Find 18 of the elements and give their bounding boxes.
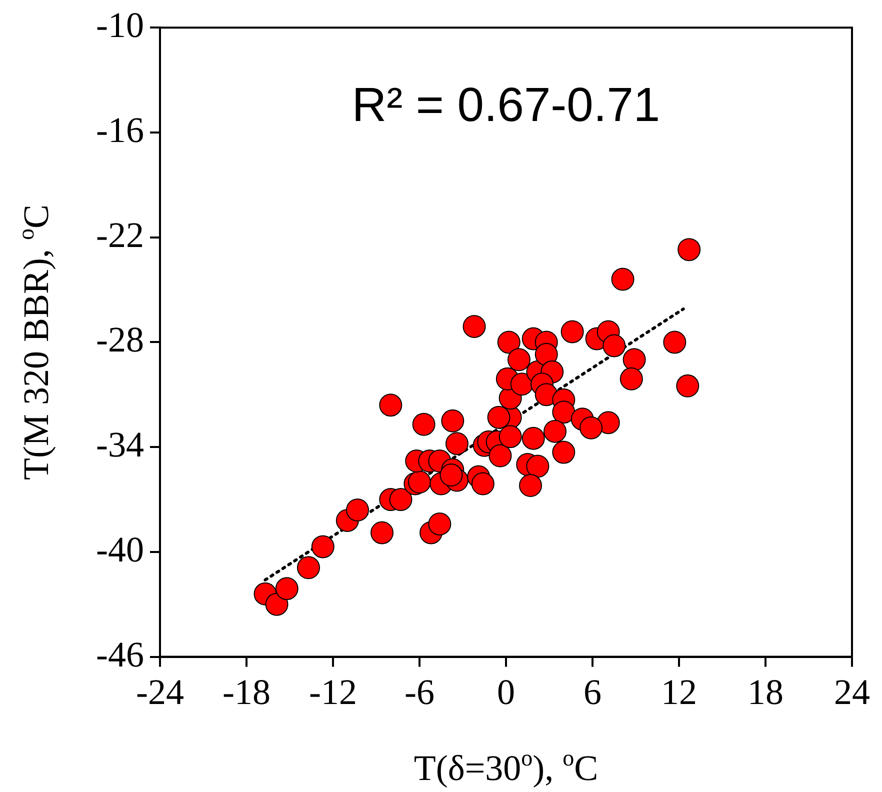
annotation: R² = 0.67-0.71	[352, 78, 660, 132]
y-axis-title: T(M 320 BBR), oC	[14, 204, 56, 480]
y-tick-label: -16	[96, 110, 144, 150]
x-tick-label: -18	[222, 672, 270, 712]
x-tick-label: 18	[748, 672, 784, 712]
x-tick-label: -24	[136, 672, 184, 712]
y-tick-label: -22	[96, 214, 144, 255]
x-tick-label: 12	[660, 672, 697, 712]
x-tick-label: 0	[496, 672, 515, 712]
y-tick-label: -28	[96, 320, 144, 360]
y-tick-label: -46	[96, 634, 144, 674]
x-tick-label: 6	[583, 672, 602, 712]
x-tick-label: 24	[834, 672, 870, 712]
x-tick-label: -12	[308, 672, 357, 712]
x-tick-label: -6	[404, 672, 434, 712]
y-tick-label: -10	[96, 5, 144, 46]
y-tick-label: -40	[96, 529, 144, 570]
y-tick-label: -34	[96, 424, 144, 465]
